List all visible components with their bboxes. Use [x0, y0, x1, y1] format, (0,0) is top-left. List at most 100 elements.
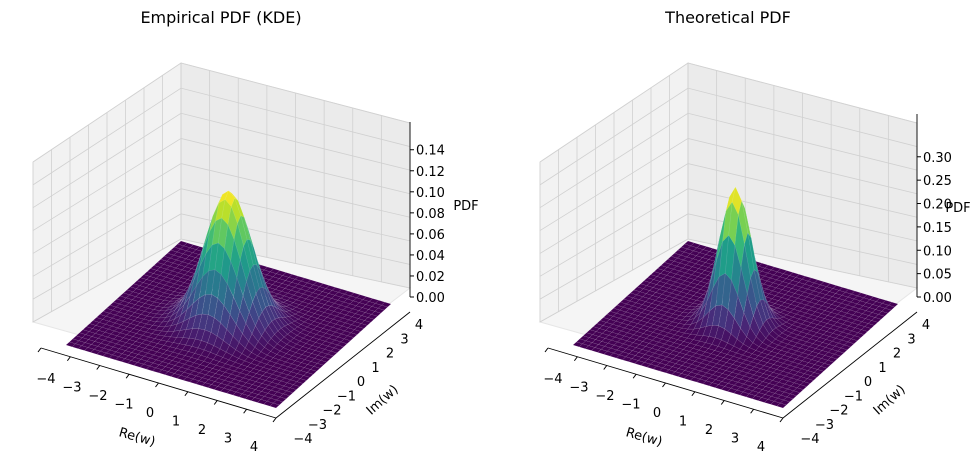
x-tick-mark [750, 408, 755, 414]
x-tick-mark [184, 391, 189, 397]
y-tick-label: −4 [800, 432, 819, 447]
z-tick-label: 0.00 [416, 291, 445, 306]
grid-line-horizontal [32, 188, 411, 277]
z-tick-label: 0.30 [923, 151, 952, 166]
grid-line-horizontal [539, 62, 918, 163]
y-tick-label: 0 [864, 375, 872, 390]
grid-line-horizontal [539, 188, 918, 277]
z-tick-label: 0.12 [416, 165, 445, 180]
subplot-empirical-pdf: −4−3−2−101234−4−3−2−1012340.000.020.040.… [31, 8, 479, 455]
surface-patch [347, 332, 358, 338]
grid-line-horizontal [539, 87, 918, 186]
y-tick-label: 0 [357, 375, 365, 390]
x-tick-label: −3 [62, 381, 81, 396]
x-tick-mark [691, 391, 696, 397]
x-tick-mark [720, 400, 725, 405]
y-axis-label: Im(w) [364, 382, 402, 418]
x-tick-mark [213, 400, 218, 405]
y-tick-label: 3 [907, 332, 915, 347]
x-axis-label: Re(w) [117, 425, 157, 450]
chart-title: Empirical PDF (KDE) [140, 8, 301, 27]
x-tick-mark [96, 365, 101, 370]
y-tick-label: −3 [815, 418, 834, 433]
surface-patch [357, 323, 368, 329]
z-tick-label: 0.04 [416, 249, 445, 264]
x-tick-label: −2 [595, 389, 614, 404]
x-tick-mark [66, 356, 71, 362]
x-tick-label: −1 [621, 398, 640, 413]
y-tick-label: −3 [308, 418, 327, 433]
x-tick-mark [272, 417, 277, 423]
y-axis-line [275, 311, 411, 419]
z-axis-label: PDF [945, 201, 970, 216]
x-tick-label: 3 [224, 432, 232, 447]
y-tick-label: 3 [400, 332, 408, 347]
grid-line-horizontal [32, 138, 411, 231]
surface-patch [323, 353, 334, 360]
grid-line-horizontal [539, 238, 918, 323]
surface-patch [340, 338, 351, 344]
z-tick-label: 0.14 [416, 144, 445, 159]
z-tick-label: 0.10 [923, 244, 952, 259]
z-tick-label: 0.25 [923, 174, 952, 189]
x-tick-mark [779, 417, 784, 423]
x-tick-mark [37, 347, 42, 353]
surface-patch [299, 375, 311, 381]
z-tick-label: 0.10 [416, 186, 445, 201]
y-tick-label: 2 [386, 347, 394, 362]
y-tick-label: −4 [293, 432, 312, 447]
surface-patch [377, 304, 389, 311]
y-tick-label: 1 [878, 361, 886, 376]
surface-patch [370, 311, 382, 317]
y-tick-label: 4 [415, 318, 423, 333]
surface-patch [306, 369, 317, 375]
y-axis-line [782, 311, 918, 419]
surface [572, 186, 899, 409]
grid-line-horizontal [32, 112, 411, 209]
surface [65, 190, 392, 409]
y-axis-label: Im(w) [871, 382, 909, 418]
subplot-theoretical-pdf: −4−3−2−101234−4−3−2−1012340.000.050.100.… [538, 8, 971, 455]
chart-title: Theoretical PDF [664, 8, 791, 27]
x-tick-label: 0 [653, 406, 661, 421]
grid-line-horizontal [539, 112, 918, 209]
x-tick-label: 3 [731, 432, 739, 447]
surface-patch [316, 360, 328, 366]
x-axis-label: Re(w) [624, 425, 664, 450]
surface-patch [776, 402, 787, 409]
x-tick-label: −4 [36, 372, 55, 387]
grid-line-horizontal [539, 138, 918, 231]
grid-line-horizontal [32, 62, 411, 163]
x-tick-label: 1 [679, 415, 687, 430]
z-tick-label: 0.05 [923, 268, 952, 283]
y-tick-label: −1 [844, 389, 863, 404]
x-tick-label: 2 [198, 423, 206, 438]
surface-patch [313, 363, 324, 369]
y-tick-label: −1 [337, 389, 356, 404]
z-axis-label: PDF [453, 199, 478, 214]
y-tick-label: 2 [893, 347, 901, 362]
x-tick-label: 4 [757, 440, 765, 455]
z-tick-label: 0.06 [416, 228, 445, 243]
surface-patch [310, 366, 321, 372]
x-tick-mark [125, 373, 130, 379]
grid-line-horizontal [32, 238, 411, 323]
grid-line-horizontal [32, 163, 411, 254]
x-tick-mark [155, 382, 159, 388]
x-tick-mark [662, 382, 666, 388]
x-tick-mark [632, 373, 637, 379]
x-tick-mark [243, 408, 248, 414]
grid-line-horizontal [539, 163, 918, 254]
y-tick-label: 1 [371, 361, 379, 376]
surface-patch [360, 320, 372, 326]
x-tick-label: −3 [569, 381, 588, 396]
x-tick-label: −2 [88, 389, 107, 404]
grid-line-horizontal [539, 213, 918, 300]
x-tick-label: 1 [172, 415, 180, 430]
x-tick-label: −1 [114, 398, 133, 413]
y-tick-label: −2 [829, 404, 848, 419]
x-tick-mark [603, 365, 608, 370]
surface-patch [269, 402, 280, 409]
z-tick-label: 0.08 [416, 207, 445, 222]
